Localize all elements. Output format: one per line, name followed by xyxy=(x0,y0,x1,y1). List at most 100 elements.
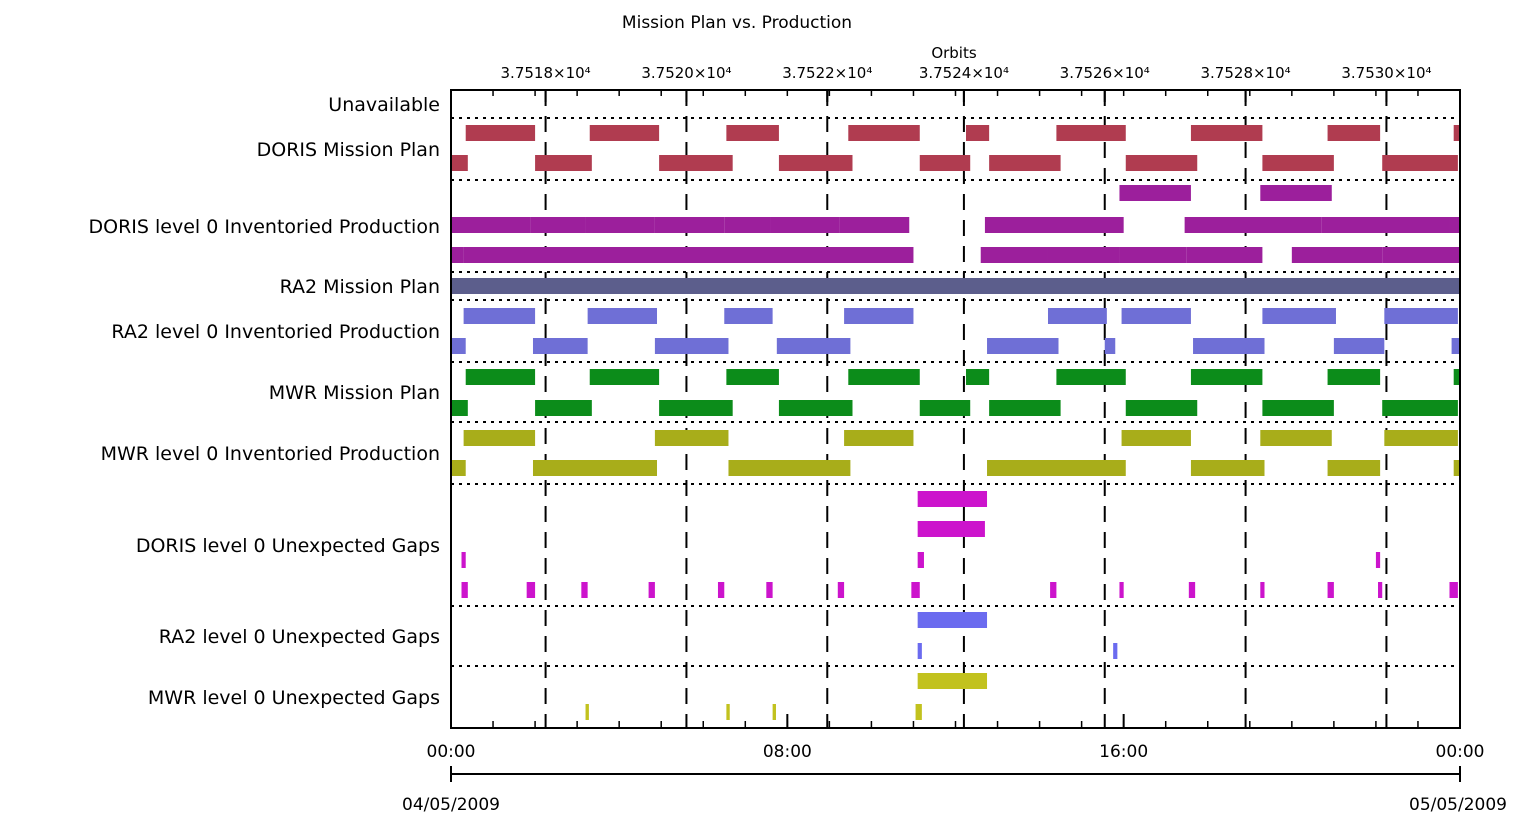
gantt-bar xyxy=(1121,308,1191,324)
gantt-bar xyxy=(919,400,971,416)
orbit-tick-label: 3.7528×10⁴ xyxy=(1201,64,1291,82)
gantt-bar xyxy=(526,582,536,598)
gantt-bar xyxy=(1190,460,1265,476)
orbit-tick-label: 3.7530×10⁴ xyxy=(1341,64,1431,82)
gantt-bar xyxy=(451,217,531,233)
gantt-bar xyxy=(451,247,464,263)
row-label: DORIS level 0 Unexpected Gaps xyxy=(136,535,440,557)
gantt-bar xyxy=(585,217,655,233)
time-tick-label: 00:00 xyxy=(427,742,476,762)
row-label: MWR level 0 Inventoried Production xyxy=(101,443,440,465)
gantt-bar xyxy=(1188,582,1196,598)
gantt-bar xyxy=(1327,369,1381,385)
gantt-bar xyxy=(911,582,920,598)
gantt-bar xyxy=(1449,582,1458,598)
row-label: Unavailable xyxy=(328,94,440,116)
gantt-bar xyxy=(1327,582,1334,598)
gantt-bar xyxy=(728,460,851,476)
row-label: MWR Mission Plan xyxy=(269,382,440,404)
gantt-bar xyxy=(1056,125,1126,141)
gantt-bar xyxy=(1327,460,1381,476)
gantt-bar xyxy=(770,217,840,233)
row-label: MWR level 0 Unexpected Gaps xyxy=(148,687,440,709)
gantt-bar xyxy=(848,125,920,141)
gantt-bar xyxy=(726,704,730,720)
gantt-bar xyxy=(1104,338,1116,354)
gantt-bar xyxy=(654,338,729,354)
gantt-bar xyxy=(465,369,536,385)
chart-content: Unavailable DORIS Mission Plan DORIS level… xyxy=(89,64,1507,815)
gantt-bar xyxy=(1384,308,1458,324)
orbit-tick-label: 3.7522×10⁴ xyxy=(782,64,872,82)
gantt-bar xyxy=(1327,125,1381,141)
gantt-bar xyxy=(919,155,971,171)
gantt-bar xyxy=(463,247,914,263)
gantt-bar xyxy=(1449,217,1460,233)
gantt-bar xyxy=(535,155,592,171)
gantt-bar xyxy=(848,369,920,385)
gantt-bar xyxy=(1260,185,1332,201)
gantt-bar xyxy=(1193,338,1265,354)
gantt-bar xyxy=(1047,247,1120,263)
gantt-bar xyxy=(461,552,466,568)
gantt-bar xyxy=(532,338,588,354)
orbit-tick-label: 3.7520×10⁴ xyxy=(641,64,731,82)
gantt-bar xyxy=(726,125,779,141)
gantt-bar xyxy=(1125,400,1198,416)
gantt-bar xyxy=(1050,582,1057,598)
gantt-bar xyxy=(530,217,586,233)
gantt-bar xyxy=(1184,217,1322,233)
row-label: RA2 level 0 Inventoried Production xyxy=(111,321,440,343)
gantt-bar xyxy=(659,155,733,171)
gantt-bar xyxy=(1047,308,1107,324)
gantt-bar xyxy=(461,582,468,598)
gantt-bar xyxy=(1333,338,1385,354)
gantt-bar xyxy=(917,643,922,659)
gantt-bar xyxy=(726,369,779,385)
start-date-label: 04/05/2009 xyxy=(402,795,500,815)
time-tick-label: 16:00 xyxy=(1099,742,1148,762)
end-date-label: 05/05/2009 xyxy=(1409,795,1507,815)
gantt-bar xyxy=(451,400,468,416)
gantt-bar xyxy=(1262,400,1334,416)
gantt-bar xyxy=(717,582,725,598)
time-tick-label: 08:00 xyxy=(763,742,812,762)
gantt-bar xyxy=(648,582,655,598)
gantt-bar xyxy=(654,217,725,233)
gantt-bar xyxy=(463,430,536,446)
gantt-bar xyxy=(724,217,771,233)
gantt-bar xyxy=(989,400,1061,416)
row-label: DORIS level 0 Inventoried Production xyxy=(89,216,441,238)
gantt-bar xyxy=(917,673,988,689)
gantt-bar xyxy=(1382,247,1460,263)
gantt-bar xyxy=(917,612,988,628)
gantt-bar xyxy=(535,400,592,416)
gantt-bar xyxy=(1384,430,1458,446)
chart-title: Mission Plan vs. Production xyxy=(622,13,852,33)
gantt-bar xyxy=(776,338,851,354)
gantt-bar xyxy=(1190,125,1263,141)
gantt-bar xyxy=(1382,155,1458,171)
gantt-bar xyxy=(451,338,466,354)
gantt-bar xyxy=(463,308,536,324)
gantt-bar xyxy=(989,155,1061,171)
gantt-bar xyxy=(1453,369,1460,385)
time-tick-label: 00:00 xyxy=(1436,742,1485,762)
gantt-bar xyxy=(724,308,773,324)
gantt-bar xyxy=(917,491,988,507)
gantt-bar xyxy=(1382,400,1458,416)
gantt-bar xyxy=(1056,369,1126,385)
gantt-bar xyxy=(451,155,468,171)
gantt-bar xyxy=(1113,643,1118,659)
row-label: RA2 Mission Plan xyxy=(280,276,440,298)
gantt-bar xyxy=(1119,582,1124,598)
gantt-bar xyxy=(839,217,910,233)
orbit-axis-label: Orbits xyxy=(931,44,977,62)
gantt-bar xyxy=(581,582,588,598)
gantt-bar xyxy=(1291,247,1383,263)
gantt-bar xyxy=(1453,125,1460,141)
gantt-bar xyxy=(589,125,660,141)
gantt-bar xyxy=(587,308,658,324)
gantt-bar xyxy=(980,247,1048,263)
row-label: RA2 level 0 Unexpected Gaps xyxy=(159,626,440,648)
